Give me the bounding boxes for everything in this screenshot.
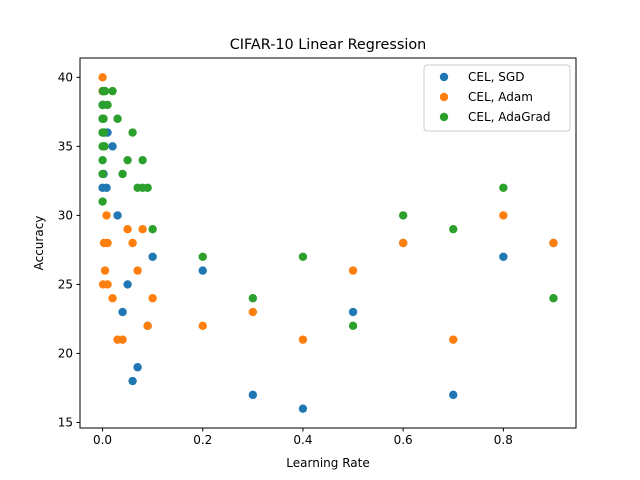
data-point: [499, 183, 508, 192]
y-tick-label: 20: [58, 346, 73, 360]
data-point: [100, 86, 110, 96]
data-point: [198, 321, 207, 331]
data-point: [499, 211, 508, 220]
data-point: [248, 390, 258, 400]
data-point: [143, 321, 152, 331]
data-point: [128, 376, 137, 386]
legend-label: CEL, SGD: [468, 70, 524, 84]
data-point: [449, 335, 458, 344]
data-point: [98, 155, 107, 165]
y-tick-label: 35: [58, 139, 73, 153]
data-point: [138, 224, 147, 234]
data-point: [248, 307, 258, 317]
legend-marker: [439, 92, 449, 102]
data-point: [143, 183, 152, 192]
y-tick-label: 15: [58, 415, 73, 429]
data-point: [198, 266, 207, 275]
data-point: [298, 335, 308, 344]
data-point: [128, 238, 137, 248]
legend: CEL, SGD CEL, Adam CEL, AdaGrad: [423, 64, 571, 132]
y-tick-label: 40: [58, 70, 73, 84]
data-point: [549, 238, 558, 248]
data-point: [123, 280, 132, 289]
data-point: [248, 294, 258, 303]
legend-label: CEL, Adam: [468, 90, 533, 104]
legend-label: CEL, AdaGrad: [468, 110, 550, 124]
data-point: [449, 390, 458, 400]
axes-frame: [79, 57, 577, 429]
data-point: [348, 321, 358, 331]
data-point: [128, 128, 137, 137]
series-0: [98, 86, 558, 413]
y-tick-label: 25: [58, 277, 73, 291]
data-point: [549, 294, 558, 303]
data-point: [398, 211, 408, 220]
data-point: [499, 252, 508, 262]
series-2: [98, 86, 558, 331]
x-tick-label: 0.0: [93, 433, 112, 447]
y-axis: 15 20 25 30 35 40: [58, 70, 80, 429]
data-point: [99, 128, 109, 137]
data-point: [118, 307, 127, 317]
data-point: [298, 404, 308, 413]
data-point: [148, 224, 157, 234]
data-point: [348, 307, 358, 317]
data-point: [100, 142, 109, 151]
x-axis-label: Learning Rate: [286, 456, 369, 470]
data-point: [348, 266, 358, 275]
data-point: [102, 183, 111, 192]
data-point: [98, 169, 107, 179]
data-point: [148, 252, 157, 262]
data-point: [148, 294, 157, 303]
y-tick-label: 30: [58, 208, 73, 222]
data-point: [118, 335, 127, 344]
data-point: [103, 100, 112, 110]
data-point: [123, 224, 132, 234]
data-point: [98, 73, 107, 82]
data-point: [449, 224, 458, 234]
data-point: [108, 142, 117, 151]
data-point: [123, 155, 132, 165]
data-point: [298, 252, 308, 262]
legend-marker: [439, 112, 449, 122]
legend-frame: [423, 64, 571, 132]
data-point: [108, 86, 117, 96]
plot-area: [98, 73, 558, 413]
data-point: [198, 252, 207, 262]
x-tick-label: 0.6: [394, 433, 413, 447]
data-point: [100, 266, 110, 275]
data-point: [118, 169, 127, 179]
data-point: [108, 294, 117, 303]
x-tick-label: 0.8: [494, 433, 513, 447]
chart-title: CIFAR-10 Linear Regression: [230, 37, 427, 53]
data-point: [102, 211, 111, 220]
data-point: [133, 363, 142, 372]
y-axis-label: Accuracy: [32, 216, 46, 271]
legend-marker: [439, 72, 449, 82]
data-point: [113, 211, 122, 220]
data-point: [138, 155, 147, 165]
data-point: [113, 114, 122, 123]
x-tick-label: 0.2: [193, 433, 212, 447]
data-point: [103, 238, 112, 248]
data-point: [133, 266, 142, 275]
data-point: [99, 114, 108, 123]
data-point: [103, 280, 112, 289]
data-point: [398, 238, 408, 248]
x-axis: 0.0 0.2 0.4 0.6 0.8: [93, 428, 513, 447]
x-tick-label: 0.4: [293, 433, 312, 447]
data-point: [98, 197, 107, 206]
